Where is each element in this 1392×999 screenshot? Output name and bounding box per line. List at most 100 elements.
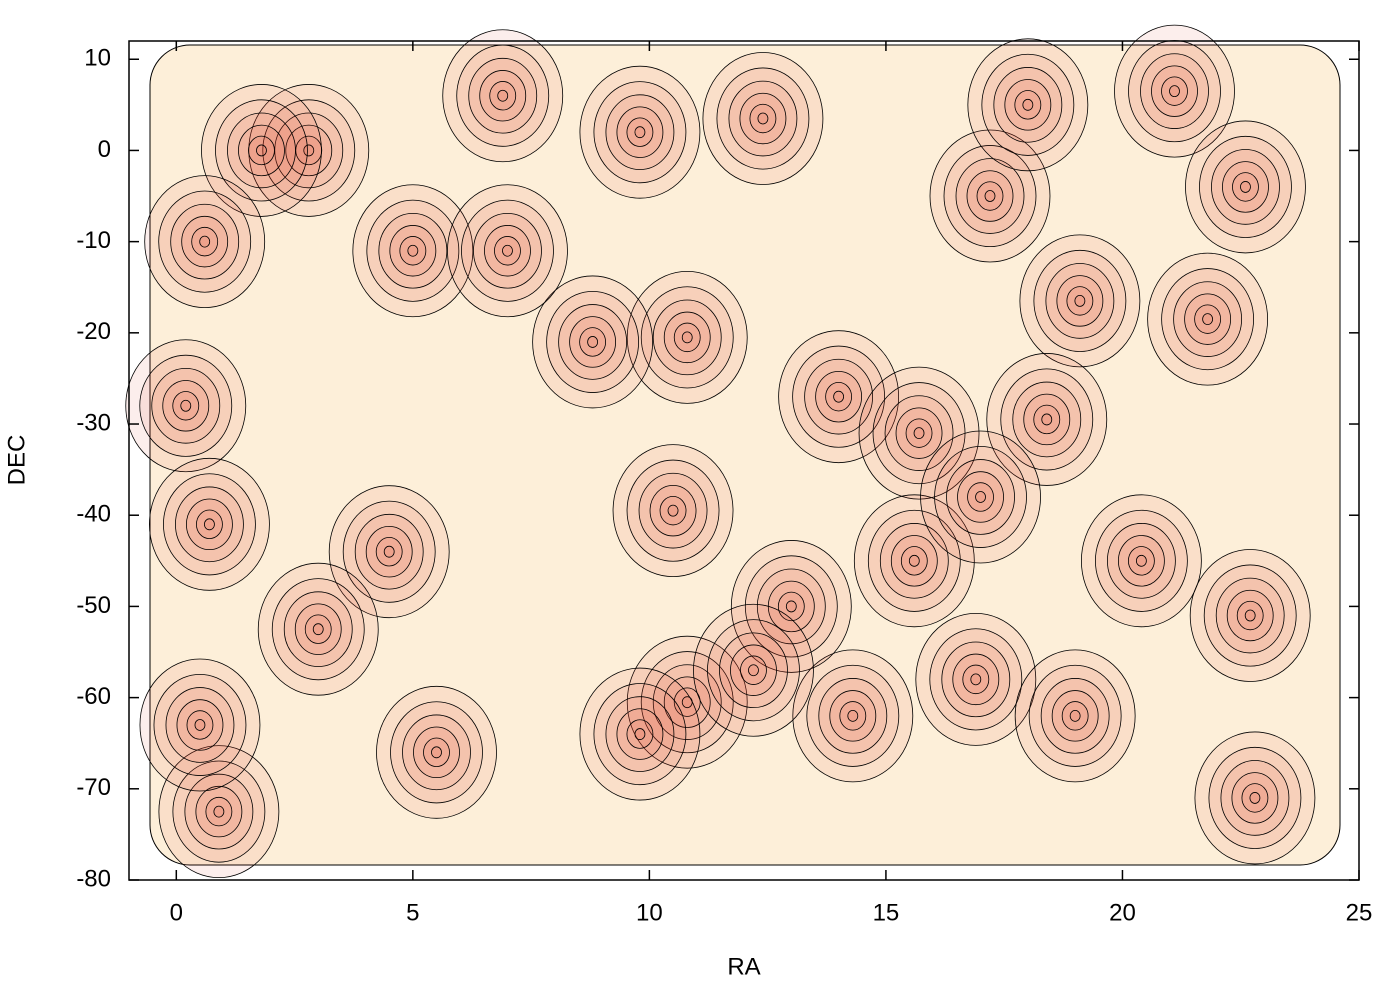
contour-ring <box>1140 53 1209 129</box>
contour-ring <box>558 304 628 380</box>
contour-ring <box>1236 600 1264 631</box>
density-peak <box>612 444 734 578</box>
contour-ring <box>730 540 852 673</box>
density-peak <box>986 353 1108 486</box>
contour-ring <box>546 290 640 393</box>
contour-ring <box>442 29 564 163</box>
y-tick-label: -20 <box>76 318 111 345</box>
y-tick-label: -50 <box>76 592 111 619</box>
contour-ring <box>626 270 748 404</box>
contour-ring <box>626 635 748 769</box>
contour-ring <box>778 330 900 464</box>
contour-ring <box>304 614 332 644</box>
contour-ring <box>879 523 949 599</box>
contour-ring <box>616 106 664 158</box>
contour-ring <box>205 796 233 827</box>
contour-ring <box>271 578 365 681</box>
contour-ring <box>1194 304 1222 334</box>
contour-ring <box>739 92 787 145</box>
contour-ring <box>1185 120 1306 254</box>
contour-ring <box>908 554 920 567</box>
contour-ring <box>673 687 701 717</box>
density-peak <box>144 175 266 309</box>
contour-ring <box>748 664 759 677</box>
contour-ring <box>605 94 675 170</box>
contour-ring <box>1094 509 1188 612</box>
density-peak <box>915 612 1037 746</box>
contour-ring <box>744 555 838 658</box>
density-peak <box>257 562 379 696</box>
density-peak <box>376 685 497 819</box>
contour-ring <box>1114 24 1235 158</box>
density-peak <box>626 635 748 769</box>
contour-ring <box>975 491 986 503</box>
contours <box>125 24 1316 879</box>
density-peak <box>920 430 1041 564</box>
contour-ring <box>1231 772 1279 824</box>
contour-ring <box>283 591 353 668</box>
contour-ring <box>184 773 254 850</box>
contour-ring <box>1056 275 1104 327</box>
contour-ring <box>579 327 607 357</box>
contour-ring <box>663 676 711 728</box>
contour-ring <box>1033 249 1127 352</box>
contour-ring <box>366 199 460 302</box>
density-peak <box>967 38 1089 172</box>
contour-ring <box>153 673 247 776</box>
y-tick-label: -10 <box>76 227 111 254</box>
contour-ring <box>191 226 219 257</box>
contour-ring <box>257 562 379 696</box>
contour-ring <box>1215 577 1285 654</box>
contour-ring <box>649 484 697 537</box>
contour-ring <box>884 395 954 471</box>
density-peak <box>1185 120 1306 254</box>
x-tick-label: 20 <box>1109 899 1136 926</box>
contour-ring <box>806 664 900 767</box>
contour-ring <box>929 129 1051 263</box>
contour-ring <box>1194 731 1316 865</box>
contour-ring <box>976 181 1004 211</box>
contour-ring <box>1106 523 1176 599</box>
contour-ring <box>1241 783 1269 813</box>
contour-ring <box>248 135 275 166</box>
contour-ring <box>1222 161 1269 213</box>
contour-ring <box>312 623 324 636</box>
contour-ring <box>461 199 554 302</box>
contour-ring <box>1240 181 1251 193</box>
density-peak <box>149 457 270 591</box>
contour-ring <box>162 380 210 432</box>
contour-ring <box>479 70 527 122</box>
contour-ring <box>1040 678 1110 754</box>
contour-ring <box>144 175 266 309</box>
contour-ring <box>1161 268 1255 371</box>
density-peak <box>125 339 247 473</box>
contour-ring <box>378 212 448 289</box>
contour-ring <box>1000 368 1094 471</box>
y-tick-label: -70 <box>76 774 111 801</box>
contour-ring <box>833 390 845 403</box>
contour-ring <box>204 518 215 531</box>
contour-ring <box>139 354 233 457</box>
density-peak <box>1114 24 1235 158</box>
density-peak <box>158 745 280 879</box>
contour-ring <box>342 500 436 603</box>
contour-ring <box>170 203 240 280</box>
density-peak <box>1194 731 1316 865</box>
contour-ring <box>502 244 513 257</box>
contour-ring <box>1184 293 1232 345</box>
contour-ring <box>967 38 1089 172</box>
contour-ring <box>900 546 928 576</box>
density-peak <box>693 603 814 737</box>
contour-ring <box>125 339 247 473</box>
contour-ring <box>181 215 229 268</box>
contour-ring <box>626 459 720 562</box>
contour-ring <box>667 504 679 517</box>
contour-ring <box>468 57 538 134</box>
density-peak <box>1189 549 1311 682</box>
contour-ring <box>663 311 711 364</box>
contour-ring <box>895 407 943 459</box>
contour-ring <box>1117 535 1165 587</box>
contour-ring <box>984 190 996 202</box>
contour-ring <box>390 701 483 804</box>
contour-ring <box>473 212 542 289</box>
